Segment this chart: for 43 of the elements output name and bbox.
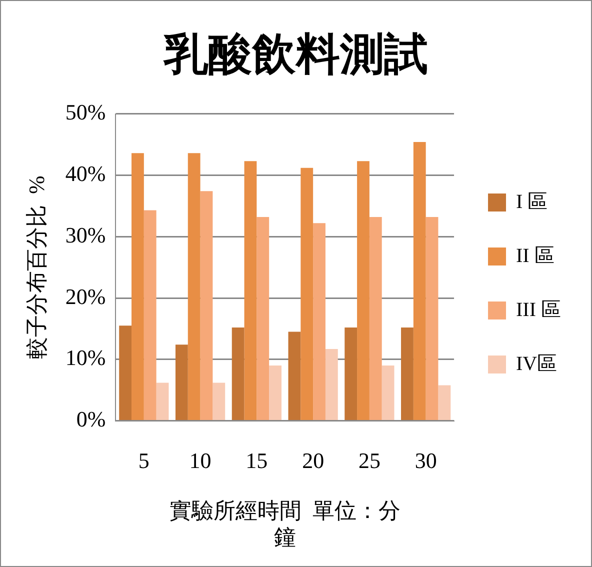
bar	[288, 332, 301, 420]
y-tick-label: 0%	[76, 406, 106, 432]
bar	[369, 216, 382, 420]
bar	[156, 382, 169, 420]
legend-label: IV區	[516, 352, 558, 375]
bar	[144, 210, 156, 420]
bar	[382, 366, 394, 420]
bar	[212, 382, 226, 420]
legend-label: I 區	[516, 190, 548, 213]
y-tick-label: 30%	[65, 222, 106, 248]
bar	[175, 344, 188, 420]
bar	[413, 142, 426, 420]
x-tick-label: 10	[189, 448, 212, 473]
bar	[344, 327, 358, 420]
bar	[188, 153, 200, 420]
bar	[256, 216, 270, 420]
bar	[269, 366, 282, 420]
legend-label: III 區	[516, 298, 562, 321]
bar	[244, 161, 257, 420]
y-tick-label: 20%	[65, 284, 106, 309]
bar	[357, 161, 370, 420]
y-tick-label: 50%	[65, 100, 106, 125]
x-axis-title: 實驗所經時間 單位：分鐘	[169, 498, 400, 550]
x-tick-label: 25	[358, 448, 380, 473]
y-axis-title: 較子分布百分比 %	[24, 176, 49, 359]
bar	[232, 327, 244, 420]
chart-title: 乳酸飲料測試	[163, 30, 428, 79]
bar	[200, 191, 213, 420]
bar	[313, 223, 326, 420]
bar	[401, 327, 414, 420]
x-tick-label: 30	[414, 448, 437, 473]
y-tick-label: 10%	[65, 345, 106, 370]
legend-label: II 區	[516, 244, 554, 267]
x-tick-label: 15	[246, 448, 268, 473]
y-tick-label: 40%	[65, 160, 106, 186]
bar	[300, 168, 314, 420]
bar	[426, 216, 438, 420]
bar	[132, 153, 144, 420]
bar	[438, 385, 451, 420]
bar	[325, 348, 338, 420]
x-tick-label: 5	[138, 448, 150, 473]
bar	[119, 326, 132, 420]
x-tick-label: 20	[302, 448, 324, 473]
